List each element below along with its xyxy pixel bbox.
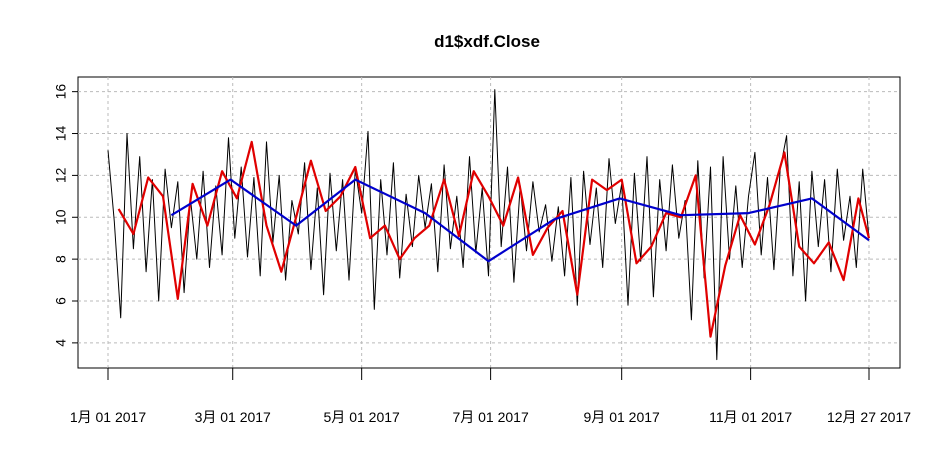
y-tick-label: 6 [53, 297, 69, 305]
x-tick-label: 11月 01 2017 [709, 409, 792, 425]
x-tick-label: 7月 01 2017 [452, 409, 528, 425]
x-tick-label: 5月 01 2017 [324, 409, 400, 425]
chart-title: d1$xdf.Close [434, 32, 540, 51]
x-tick-label: 1月 01 2017 [70, 409, 146, 425]
y-tick-label: 14 [53, 126, 69, 142]
y-tick-label: 4 [53, 339, 69, 347]
x-tick-label: 9月 01 2017 [584, 409, 660, 425]
y-tick-label: 10 [53, 209, 69, 225]
series-line [107, 89, 870, 361]
y-tick-label: 12 [53, 167, 69, 183]
y-tick-label: 8 [53, 255, 69, 263]
y-tick-label: 16 [53, 84, 69, 100]
x-tick-label: 12月 27 2017 [827, 409, 911, 425]
series-line [117, 140, 871, 338]
series-line [170, 178, 870, 263]
x-tick-label: 3月 01 2017 [195, 409, 271, 425]
